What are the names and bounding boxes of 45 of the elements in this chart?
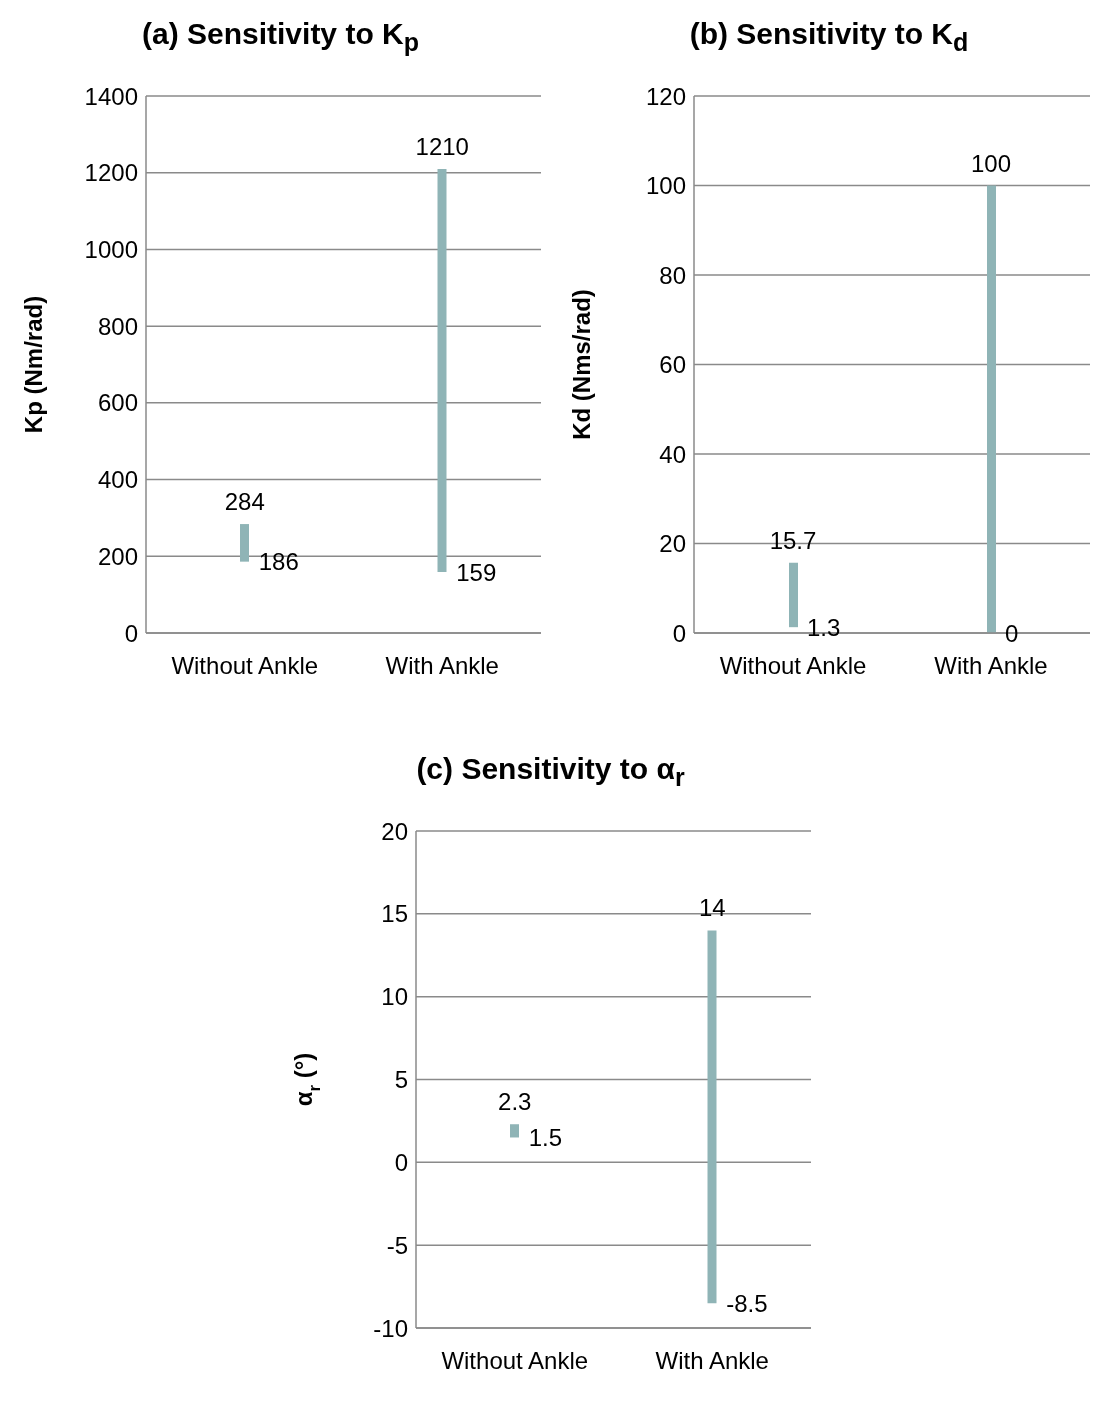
y-tick-label: 0 [124,619,138,647]
y-tick-label: 1000 [84,235,138,263]
y-tick-label: 40 [659,440,686,468]
y-axis-title: Kp (Nm/rad) [20,295,48,434]
y-tick-label: -10 [373,1314,408,1342]
y-tick-label: 100 [645,172,686,200]
x-tick-label: Without Ankle [441,1347,589,1375]
y-tick-label: 400 [97,466,138,494]
chart-title: (c) Sensitivity to α$_{r}$ [415,751,686,793]
y-tick-label: 1200 [84,159,138,187]
annotation: -8.5 [726,1289,768,1317]
annotation: 15.7 [769,526,817,554]
annotation: 2.3 [498,1088,532,1116]
y-tick-label: 15 [381,900,408,928]
x-tick-label: With Ankle [655,1347,769,1375]
annotation: 100 [970,149,1012,177]
chart-title: (a) Sensitivity to K$_{p}$ [141,16,420,58]
y-tick-label: 600 [97,389,138,417]
y-tick-label: 120 [645,82,686,110]
chart-title: (b) Sensitivity to K$_{d}$ [688,16,970,58]
x-tick-label: Without Ankle [719,652,867,680]
y-tick-label: 5 [394,1066,408,1094]
y-tick-label: 80 [659,261,686,289]
annotation: 159 [456,558,497,586]
annotation: 284 [224,488,265,516]
y-tick-label: 200 [97,542,138,570]
x-tick-label: With Ankle [385,652,499,680]
annotation: 186 [258,548,299,576]
y-tick-label: 0 [394,1148,408,1176]
y-tick-label: 10 [381,983,408,1011]
y-tick-label: -5 [386,1231,408,1259]
y-tick-label: 0 [672,619,686,647]
y-tick-label: 800 [97,312,138,340]
annotation: 1.3 [807,613,841,641]
annotation: 0 [1005,619,1019,647]
annotation: 1.5 [528,1124,563,1151]
y-tick-label: 20 [381,817,408,845]
annotation: 1210 [415,132,469,160]
y-tick-label: 20 [659,530,686,558]
x-tick-label: With Ankle [934,652,1048,680]
x-tick-label: Without Ankle [171,652,319,680]
y-tick-label: 60 [659,351,686,379]
y-axis-title: Kd (Nms/rad) [568,289,596,440]
y-tick-label: 1400 [84,82,138,110]
annotation: 14 [698,894,726,922]
